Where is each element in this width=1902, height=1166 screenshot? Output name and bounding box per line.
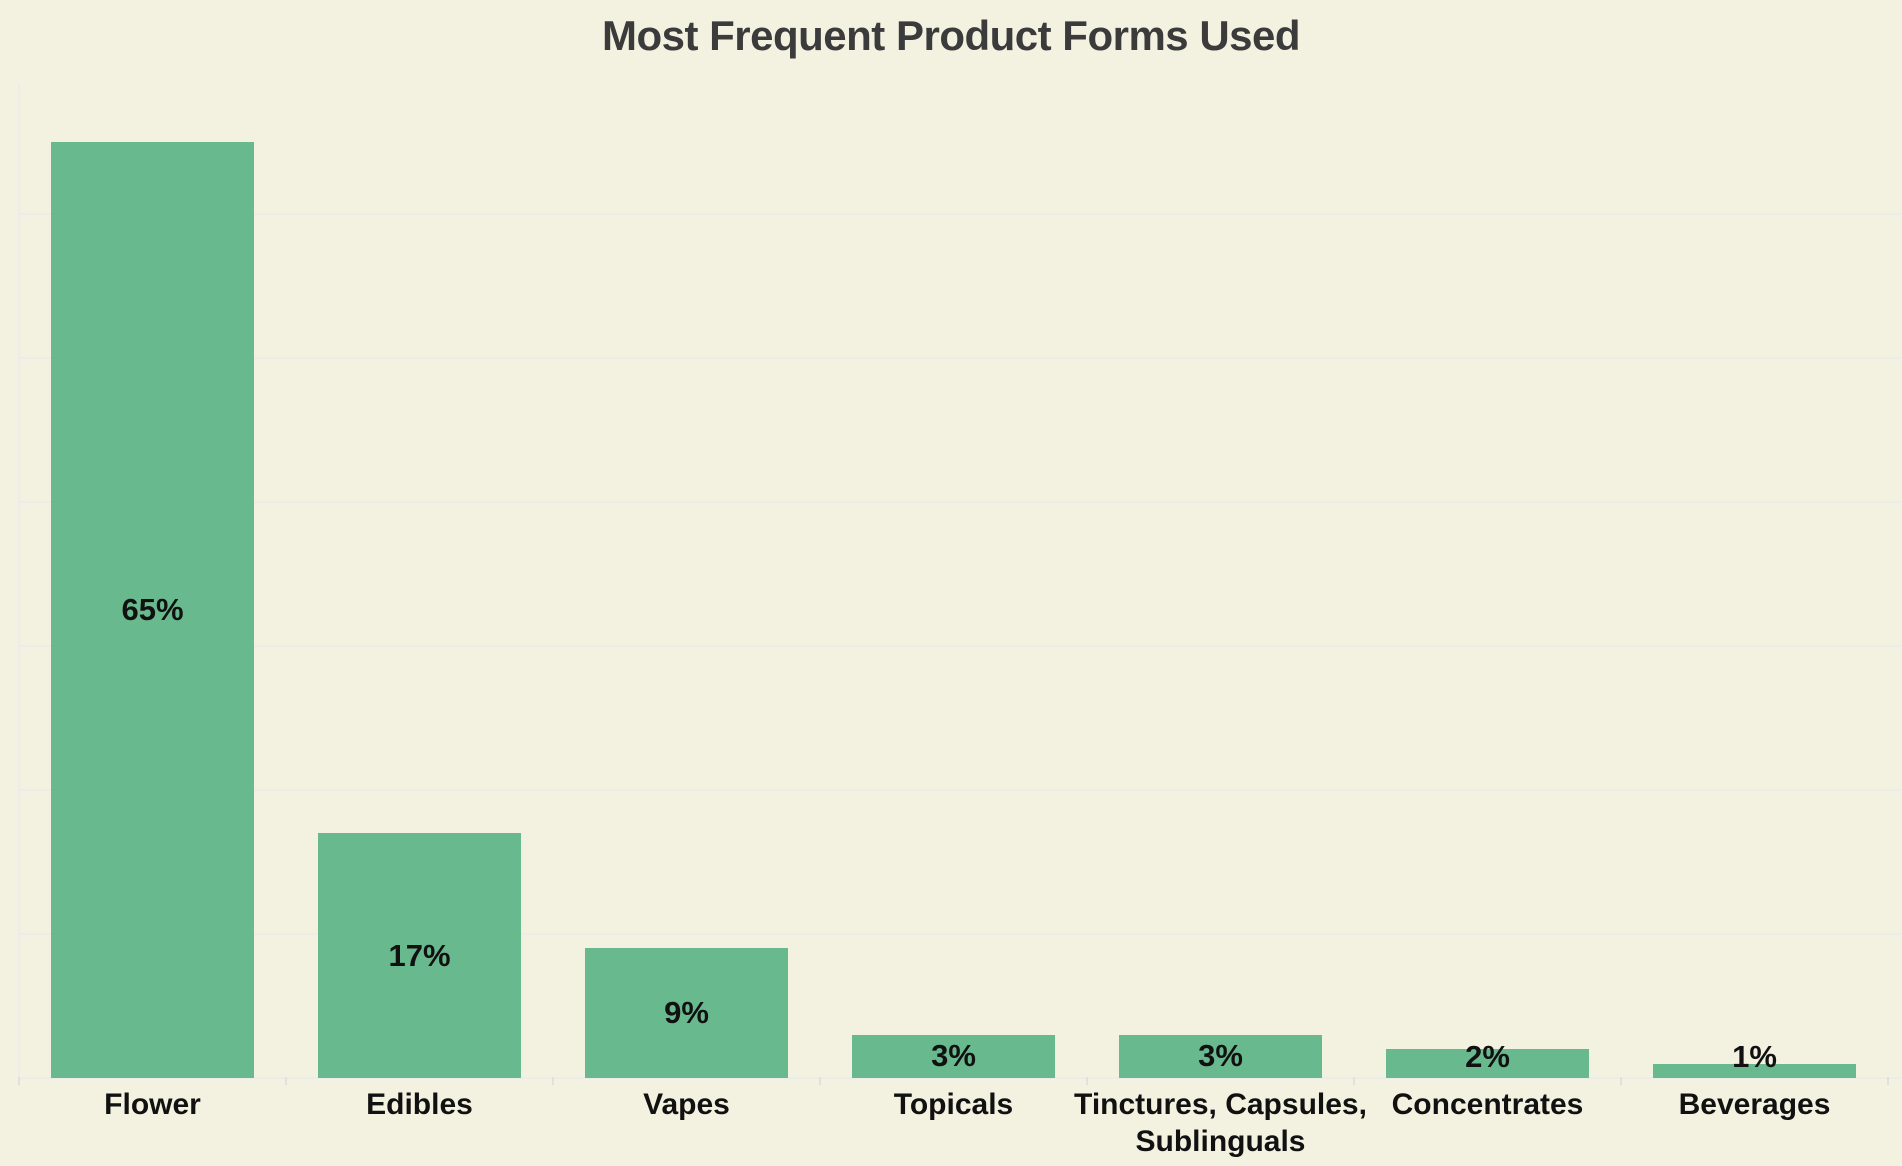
- x-axis-tick: [285, 1077, 287, 1085]
- category-label-concentrates: Concentrates: [1278, 1086, 1698, 1123]
- value-label-flower: 65%: [121, 592, 184, 627]
- value-label-tinctures-capsules-sublinguals: 3%: [1198, 1038, 1243, 1074]
- x-axis-tick: [552, 1077, 554, 1085]
- x-axis-line: [19, 1077, 1902, 1079]
- bar-tinctures-capsules-sublinguals[interactable]: [1119, 1034, 1322, 1078]
- bar-concentrates[interactable]: [1386, 1049, 1589, 1078]
- x-axis-tick: [1086, 1077, 1088, 1085]
- category-label-topicals: Topicals: [744, 1086, 1164, 1123]
- gridline-30pct: [19, 645, 1902, 647]
- category-label-vapes: Vapes: [477, 1086, 897, 1123]
- gridline-40pct: [19, 501, 1902, 503]
- value-label-beverages: 1%: [1732, 1039, 1777, 1074]
- gridline-50pct: [19, 357, 1902, 359]
- category-label-edibles: Edibles: [210, 1086, 630, 1123]
- category-label-line: Beverages: [1678, 1088, 1831, 1121]
- category-label-line: Sublinguals: [1135, 1125, 1306, 1158]
- value-label-topicals: 3%: [931, 1038, 976, 1074]
- category-label-line: Tinctures, Capsules,: [1074, 1088, 1367, 1121]
- value-label-concentrates: 2%: [1465, 1039, 1510, 1074]
- x-axis-tick: [18, 1077, 20, 1085]
- bar-topicals[interactable]: [852, 1034, 1055, 1078]
- bar-edibles[interactable]: [318, 833, 521, 1078]
- bar-beverages[interactable]: [1653, 1063, 1856, 1078]
- x-axis-tick: [1887, 1077, 1889, 1085]
- gridline-10pct: [19, 933, 1902, 935]
- bar-flower[interactable]: [51, 142, 254, 1078]
- category-label-flower: Flower: [0, 1086, 363, 1123]
- category-label-line: Vapes: [643, 1088, 730, 1121]
- value-label-vapes: 9%: [664, 995, 709, 1031]
- x-axis-tick: [819, 1077, 821, 1085]
- y-axis-line: [18, 84, 20, 1078]
- category-label-tinctures-capsules-sublinguals: Tinctures, Capsules, Sublinguals: [1011, 1086, 1431, 1160]
- chart-title: Most Frequent Product Forms Used: [601, 12, 1301, 59]
- gridline-20pct: [19, 789, 1902, 791]
- category-label-line: Edibles: [366, 1088, 473, 1121]
- category-label-line: Flower: [104, 1088, 201, 1121]
- x-axis-tick: [1353, 1077, 1355, 1085]
- value-label-edibles: 17%: [388, 937, 451, 973]
- category-label-line: Topicals: [893, 1088, 1014, 1121]
- bar-vapes[interactable]: [585, 948, 788, 1078]
- gridline-60pct: [19, 213, 1902, 215]
- category-label-line: Concentrates: [1391, 1088, 1584, 1121]
- category-label-beverages: Beverages: [1545, 1086, 1902, 1123]
- x-axis-tick: [1620, 1077, 1622, 1085]
